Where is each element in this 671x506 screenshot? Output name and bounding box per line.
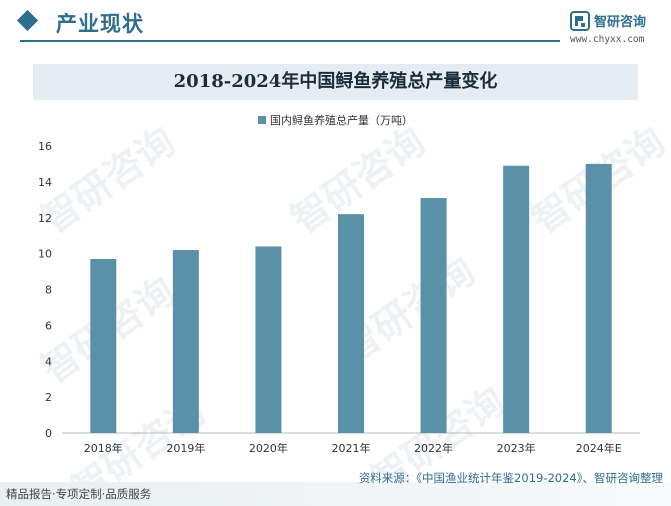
y-tick-label: 0 (45, 427, 52, 440)
chart-title: 2018-2024年中国鲟鱼养殖总产量变化 (173, 71, 498, 92)
footer-slogan: 精品报告·专项定制·品质服务 (6, 487, 152, 501)
x-tick-label: 2021年 (332, 441, 371, 455)
x-tick-label: 2024年E (576, 441, 622, 455)
source-note: 资料来源：《中国渔业统计年鉴2019-2024》、智研咨询整理 (358, 471, 663, 485)
x-tick-label: 2020年 (249, 441, 288, 455)
bar (90, 259, 117, 433)
y-tick-label: 2 (45, 391, 52, 404)
x-tick-label: 2023年 (497, 441, 536, 455)
y-tick-label: 6 (45, 319, 52, 332)
y-tick-label: 10 (38, 248, 52, 261)
bar (338, 214, 364, 433)
footer-bar (0, 482, 671, 506)
brand-name: 智研咨询 (594, 15, 647, 30)
page-header: status 产业现状 智研咨询 www.chyxx.com (0, 0, 671, 45)
y-tick-label: 12 (38, 212, 52, 225)
y-tick-label: 14 (38, 176, 52, 189)
y-tick-label: 8 (45, 284, 52, 297)
x-tick-label: 2018年 (84, 441, 123, 455)
brand-url: www.chyxx.com (570, 34, 645, 45)
y-tick-label: 16 (38, 140, 52, 153)
section-title: 产业现状 (56, 12, 144, 36)
bar (585, 163, 612, 433)
legend-label: 国内鲟鱼养殖总产量（万吨） (270, 114, 413, 127)
chart-title-band: 2018-2024年中国鲟鱼养殖总产量变化 (33, 64, 638, 100)
bar (503, 165, 530, 433)
x-tick-label: 2022年 (414, 441, 453, 455)
x-tick-label: 2019年 (166, 441, 205, 455)
brand-logo-icon (570, 11, 590, 31)
y-tick-label: 4 (45, 355, 52, 368)
bar (172, 250, 199, 433)
header-divider (20, 40, 560, 42)
legend-swatch (258, 116, 266, 124)
bar (255, 246, 282, 433)
page-footer: 资料来源：《中国渔业统计年鉴2019-2024》、智研咨询整理 精品报告·专项定… (0, 466, 671, 506)
bar (420, 198, 447, 433)
